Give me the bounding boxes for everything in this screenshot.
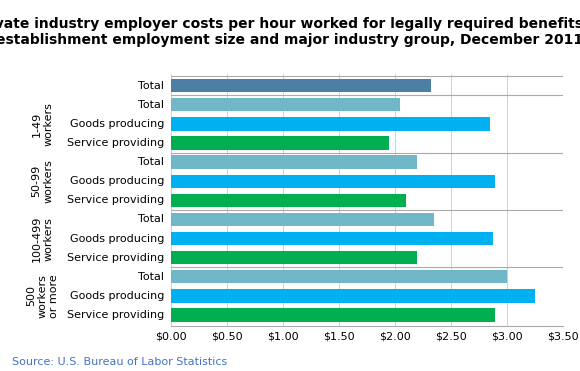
Text: Total: Total <box>139 157 164 167</box>
Text: Total: Total <box>139 272 164 282</box>
Text: Private industry employer costs per hour worked for legally required benefits by: Private industry employer costs per hour… <box>0 17 580 47</box>
Bar <box>171 213 434 226</box>
Text: Service providing: Service providing <box>67 138 164 148</box>
Bar <box>171 270 507 283</box>
Bar <box>171 136 389 150</box>
Bar <box>171 117 490 131</box>
Bar <box>171 155 417 169</box>
Text: 100-499
workers: 100-499 workers <box>32 216 53 262</box>
Bar <box>171 308 495 322</box>
Text: 1-49
workers: 1-49 workers <box>32 102 53 146</box>
Text: Goods producing: Goods producing <box>70 176 164 186</box>
Text: Goods producing: Goods producing <box>70 234 164 244</box>
Text: Service providing: Service providing <box>67 253 164 263</box>
Text: Service providing: Service providing <box>67 196 164 205</box>
Bar <box>171 98 400 111</box>
Text: Total: Total <box>139 214 164 224</box>
Text: Service providing: Service providing <box>67 310 164 320</box>
Text: Goods producing: Goods producing <box>70 119 164 129</box>
Bar <box>171 251 417 265</box>
Text: Total: Total <box>139 81 164 91</box>
Bar <box>171 174 495 188</box>
Bar <box>171 79 430 92</box>
Text: Total: Total <box>139 100 164 110</box>
Text: Goods producing: Goods producing <box>70 291 164 301</box>
Text: 500
workers
or more: 500 workers or more <box>26 274 59 318</box>
Text: 50-99
workers: 50-99 workers <box>32 159 53 203</box>
Bar <box>171 232 493 245</box>
Bar <box>171 194 406 207</box>
Bar <box>171 289 535 303</box>
Text: Source: U.S. Bureau of Labor Statistics: Source: U.S. Bureau of Labor Statistics <box>12 357 227 367</box>
